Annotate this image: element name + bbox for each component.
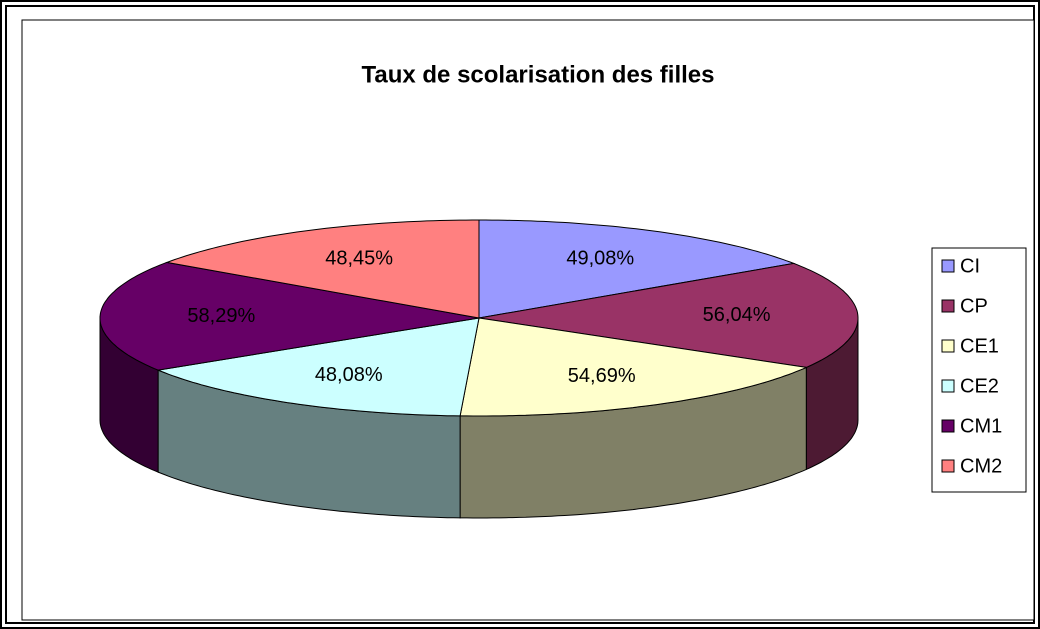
data-label: 58,29%	[187, 305, 255, 327]
legend-swatch	[941, 339, 955, 353]
chart-title: Taux de scolarisation des filles	[361, 61, 714, 88]
pie-slice	[478, 262, 859, 368]
legend-swatch	[941, 419, 955, 433]
legend-label: CP	[960, 295, 988, 317]
legend-swatch	[941, 259, 955, 273]
pie-slice	[459, 317, 809, 417]
pie-slice	[156, 317, 480, 417]
data-label: 49,08%	[566, 247, 634, 269]
legend-swatch	[941, 299, 955, 313]
legend-label: CE1	[960, 335, 999, 357]
legend-label: CI	[960, 255, 980, 277]
data-label: 54,69%	[568, 365, 636, 387]
legend-box	[931, 247, 1027, 493]
legend-label: CM2	[960, 455, 1002, 477]
pie-slice	[99, 261, 480, 371]
pie-slice	[164, 219, 480, 319]
data-label: 48,08%	[315, 364, 383, 386]
legend-swatch	[941, 379, 955, 393]
legend-label: CM1	[960, 415, 1002, 437]
legend-label: CE2	[960, 375, 999, 397]
legend-swatch	[941, 459, 955, 473]
data-label: 56,04%	[703, 304, 771, 326]
pie-slice	[478, 219, 796, 319]
data-label: 48,45%	[325, 247, 393, 269]
